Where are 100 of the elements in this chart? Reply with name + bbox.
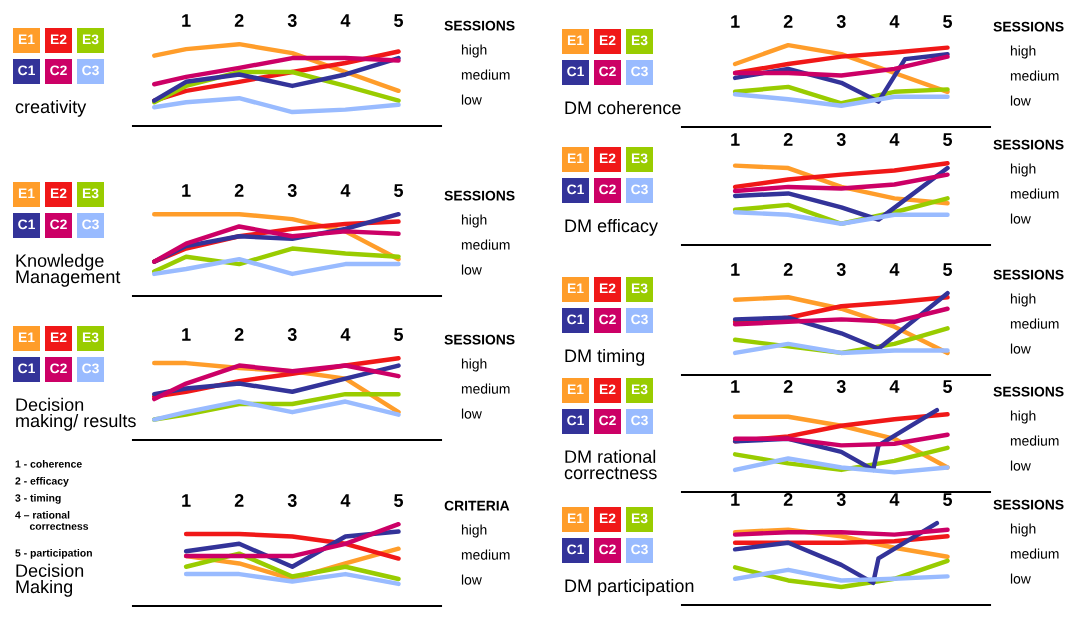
text: creativity — [15, 99, 87, 117]
text: low — [1010, 573, 1031, 584]
text: C1 — [567, 184, 584, 195]
x-tick-label: 1 — [731, 493, 740, 506]
text: Knowledge Management — [16, 253, 121, 287]
text: low — [461, 408, 482, 419]
x-tick-label: 3 — [836, 493, 846, 506]
x-tick-label: 1 — [731, 380, 740, 393]
x-tick-label: 2 — [783, 133, 793, 146]
x-tick-label: 4 — [340, 494, 351, 507]
x-tick-label: 1 — [731, 15, 740, 28]
text: C2 — [599, 184, 616, 195]
text: E1 — [18, 34, 35, 45]
y-axis-title: CRITERIA — [444, 500, 510, 511]
text: medium — [1010, 70, 1059, 81]
text: high — [1010, 163, 1036, 177]
text: medium — [461, 383, 510, 394]
x-tick-label: 3 — [836, 380, 846, 393]
text: DM timing — [565, 348, 645, 366]
text: C3 — [82, 219, 99, 230]
text: E2 — [599, 384, 616, 395]
text: medium — [461, 549, 510, 560]
x-tick-label: 4 — [340, 14, 351, 27]
text: E2 — [599, 153, 616, 164]
text: high — [1010, 523, 1036, 537]
text: high — [461, 358, 487, 372]
text: E1 — [18, 188, 35, 199]
text: low — [1010, 343, 1031, 354]
x-tick-label: 5 — [394, 494, 404, 507]
text: low — [461, 574, 482, 585]
text: C2 — [599, 415, 616, 426]
text: C3 — [631, 544, 648, 555]
text: Decision making/ results — [16, 397, 136, 431]
text: E1 — [567, 153, 584, 164]
text: 5 - participation — [15, 549, 92, 559]
text: E1 — [18, 332, 35, 343]
x-tick-label: 5 — [943, 133, 953, 146]
text: DM coherence — [565, 100, 681, 115]
text: medium — [1010, 188, 1059, 199]
text: high — [1010, 410, 1036, 424]
text: DM participation — [565, 578, 694, 596]
text: low — [461, 94, 482, 105]
y-axis-title: SESSIONS — [444, 20, 515, 31]
text: medium — [1010, 318, 1059, 329]
text: C1 — [18, 65, 35, 76]
x-tick-label: 3 — [287, 14, 297, 27]
y-axis-title: SESSIONS — [993, 386, 1064, 397]
y-axis-title: SESSIONS — [993, 21, 1064, 32]
text: E1 — [567, 384, 584, 395]
x-tick-label: 4 — [889, 15, 900, 28]
text: E1 — [567, 513, 584, 524]
text: C3 — [631, 314, 648, 325]
x-tick-label: 3 — [287, 328, 297, 341]
x-tick-label: 4 — [889, 133, 900, 146]
x-tick-label: 1 — [182, 14, 191, 27]
text: low — [1010, 213, 1031, 224]
text: high — [461, 214, 487, 228]
text: high — [461, 44, 487, 58]
text: C1 — [567, 544, 584, 555]
text: C2 — [50, 65, 67, 76]
text: low — [461, 264, 482, 275]
text: medium — [1010, 435, 1059, 446]
text: C2 — [599, 314, 616, 325]
x-tick-label: 4 — [889, 493, 900, 506]
text: C2 — [50, 363, 67, 374]
text: C3 — [631, 415, 648, 426]
text: E3 — [631, 384, 648, 395]
x-tick-label: 1 — [182, 494, 191, 507]
x-tick-label: 5 — [394, 328, 404, 341]
x-tick-label: 2 — [783, 493, 793, 506]
y-axis-title: SESSIONS — [993, 499, 1064, 510]
x-tick-label: 2 — [783, 263, 793, 276]
x-tick-label: 1 — [182, 328, 191, 341]
text: E3 — [631, 283, 648, 294]
x-tick-label: 5 — [943, 380, 953, 393]
text: E3 — [631, 513, 648, 524]
text: 2 - efficacy — [15, 477, 69, 487]
text: low — [1010, 460, 1031, 471]
text: C3 — [82, 363, 99, 374]
text: E3 — [631, 153, 648, 164]
y-axis-title: SESSIONS — [993, 269, 1064, 280]
x-tick-label: 3 — [836, 263, 846, 276]
text: C2 — [599, 544, 616, 555]
text: E2 — [599, 513, 616, 524]
x-tick-label: 4 — [889, 380, 900, 393]
text: E3 — [82, 34, 99, 45]
text: medium — [461, 239, 510, 250]
x-tick-label: 3 — [287, 494, 297, 507]
x-tick-label: 3 — [287, 184, 297, 197]
x-tick-label: 5 — [394, 184, 404, 197]
text: C1 — [18, 219, 35, 230]
text: E1 — [567, 283, 584, 294]
text: C2 — [50, 219, 67, 230]
y-axis-title: SESSIONS — [444, 190, 515, 201]
text: C2 — [599, 66, 616, 77]
text: C1 — [567, 314, 584, 325]
text: E2 — [50, 188, 67, 199]
text: C3 — [82, 65, 99, 76]
text: 3 - timing — [15, 494, 61, 504]
text: DM efficacy — [565, 218, 658, 236]
